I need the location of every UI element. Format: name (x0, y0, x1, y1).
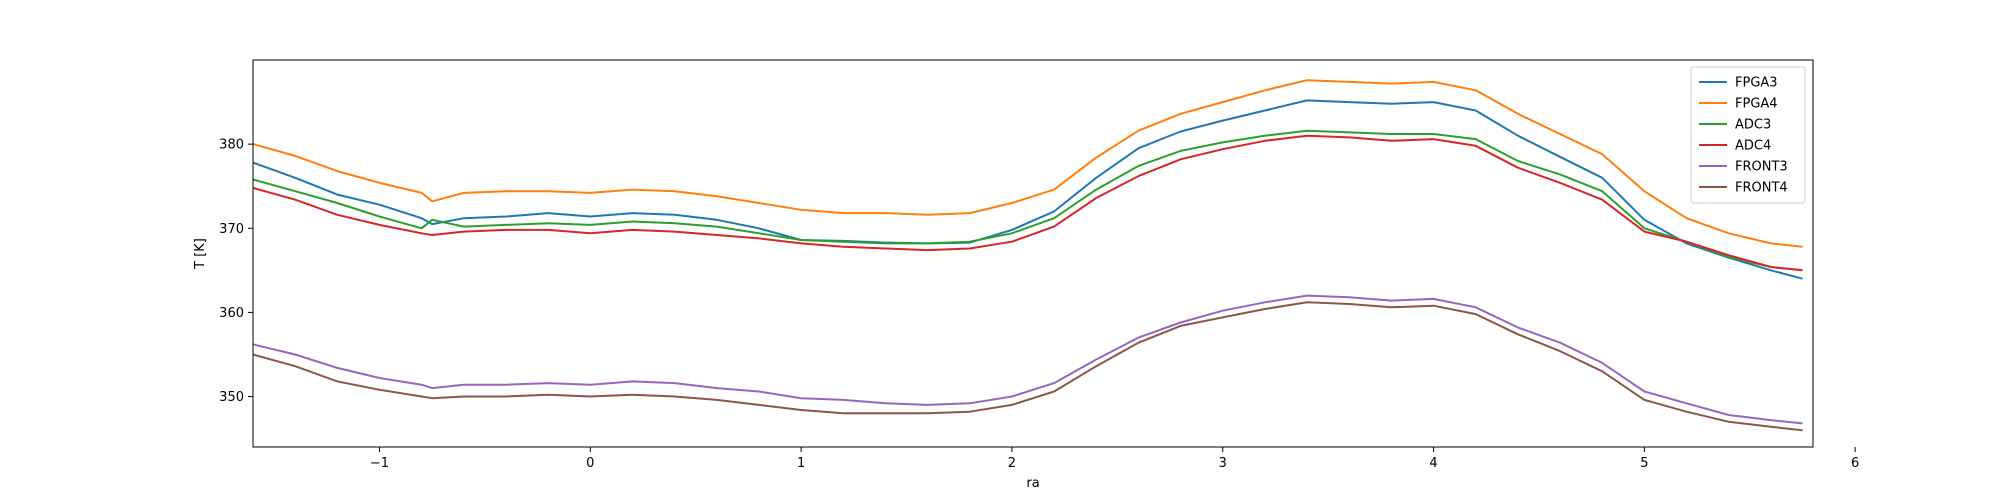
y-tick-label: 370 (219, 222, 244, 237)
x-tick-label: 2 (1008, 456, 1016, 471)
series-line-front4 (252, 301, 1803, 432)
x-tick-label: 4 (1429, 456, 1437, 471)
legend-label-front3: FRONT3 (1735, 160, 1788, 175)
axes-frame (252, 59, 1814, 448)
x-tick-label: 1 (797, 456, 805, 471)
legend-label-fpga3: FPGA3 (1735, 76, 1778, 91)
series-line-fpga3 (252, 99, 1803, 280)
series-line-adc3 (252, 129, 1803, 272)
legend: FPGA3 FPGA4 ADC3 ADC4 FRONT3 FRONT4 (1690, 66, 1806, 204)
series-line-front3 (252, 294, 1803, 425)
x-tick-label: 3 (1219, 456, 1227, 471)
series-line-fpga4 (252, 79, 1803, 248)
plot-lines (252, 79, 1803, 432)
x-axis: −1 0 1 2 3 4 5 6 (370, 447, 1859, 471)
x-tick-label: −1 (370, 456, 389, 471)
legend-box (1690, 66, 1806, 204)
x-tick-label: 0 (586, 456, 594, 471)
legend-label-front4: FRONT4 (1735, 181, 1788, 196)
y-tick-label: 380 (219, 138, 244, 153)
x-tick-label: 5 (1640, 456, 1648, 471)
x-axis-label: ra (1026, 476, 1039, 491)
y-tick-label: 360 (219, 306, 244, 321)
series-line-adc4 (252, 134, 1803, 272)
legend-label-fpga4: FPGA4 (1735, 97, 1778, 112)
y-axis-label: T [K] (193, 238, 208, 270)
y-axis: 350 360 370 380 (219, 138, 253, 405)
legend-label-adc3: ADC3 (1735, 118, 1771, 133)
legend-label-adc4: ADC4 (1735, 139, 1771, 154)
x-tick-label: 6 (1851, 456, 1859, 471)
y-tick-label: 350 (219, 390, 244, 405)
